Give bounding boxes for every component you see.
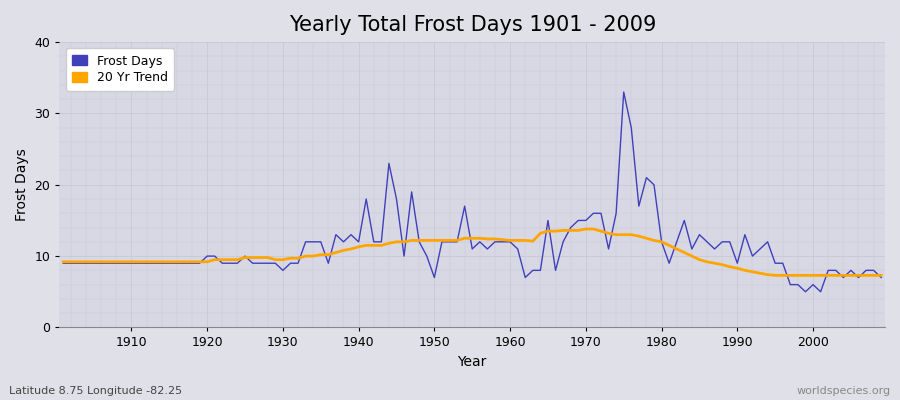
Text: Latitude 8.75 Longitude -82.25: Latitude 8.75 Longitude -82.25 <box>9 386 182 396</box>
Title: Yearly Total Frost Days 1901 - 2009: Yearly Total Frost Days 1901 - 2009 <box>289 15 656 35</box>
X-axis label: Year: Year <box>457 355 487 369</box>
Y-axis label: Frost Days: Frost Days <box>15 148 29 221</box>
Legend: Frost Days, 20 Yr Trend: Frost Days, 20 Yr Trend <box>66 48 175 91</box>
Text: worldspecies.org: worldspecies.org <box>796 386 891 396</box>
